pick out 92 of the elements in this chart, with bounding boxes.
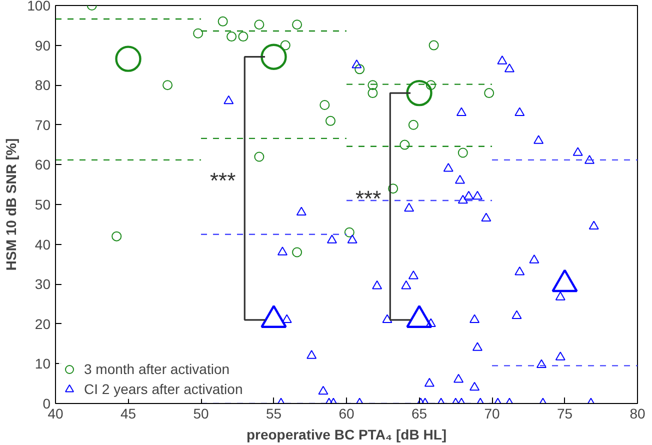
point <box>320 100 330 110</box>
y-tick-label: 70 <box>34 116 51 133</box>
point <box>218 16 228 26</box>
y-tick-label: 10 <box>34 356 51 372</box>
point <box>464 190 474 200</box>
point <box>484 88 494 98</box>
point <box>382 314 392 324</box>
x-tick-label: 45 <box>120 406 136 422</box>
point <box>458 194 468 204</box>
point <box>224 95 234 104</box>
point <box>408 270 418 280</box>
point <box>401 280 412 290</box>
point <box>458 148 468 158</box>
point <box>424 378 434 387</box>
point <box>354 64 365 74</box>
y-tick-label: 20 <box>34 316 51 332</box>
point <box>408 120 418 130</box>
point <box>426 80 436 90</box>
point <box>470 314 480 324</box>
point <box>472 190 482 200</box>
point <box>529 254 540 264</box>
point <box>292 247 302 258</box>
point <box>112 231 122 242</box>
point <box>260 44 287 70</box>
point <box>400 140 410 150</box>
point <box>193 28 204 38</box>
point <box>481 212 492 222</box>
x-tick-label: 80 <box>630 406 646 422</box>
point <box>254 152 264 162</box>
point <box>162 80 173 90</box>
point <box>292 20 302 30</box>
y-tick-label: 90 <box>34 37 51 54</box>
annotation: *** <box>210 168 236 193</box>
point <box>504 63 514 72</box>
point <box>497 56 508 64</box>
y-tick-label: 60 <box>34 156 51 173</box>
point <box>325 116 336 126</box>
point <box>352 60 362 68</box>
legend-label: 3 month after activation <box>84 361 230 377</box>
point <box>388 184 398 194</box>
annotation: *** <box>355 186 382 212</box>
x-tick-label: 55 <box>266 406 282 422</box>
point <box>277 246 288 256</box>
point <box>470 382 480 391</box>
point <box>588 220 599 230</box>
point <box>282 314 292 324</box>
point <box>404 202 414 212</box>
y-tick-label: 100 <box>27 0 51 14</box>
point <box>555 352 566 360</box>
point <box>347 234 358 244</box>
point <box>584 155 594 164</box>
point <box>426 318 436 327</box>
x-tick-label: 60 <box>338 406 354 422</box>
point <box>555 292 566 300</box>
y-tick-label: 40 <box>34 236 51 252</box>
x-tick-label: 70 <box>484 406 500 422</box>
point <box>534 135 544 144</box>
point <box>368 80 378 90</box>
y-axis-title: HSM 10 dB SNR [%] <box>3 138 20 271</box>
legend-label: CI 2 years after activation <box>84 381 243 397</box>
point <box>280 40 290 50</box>
point <box>454 174 465 184</box>
point <box>428 40 439 50</box>
point <box>536 359 546 368</box>
point <box>296 206 306 216</box>
y-tick-label: 80 <box>34 77 51 94</box>
point <box>512 310 522 320</box>
point <box>406 80 432 106</box>
point <box>372 280 382 290</box>
x-tick-label: 65 <box>411 406 428 422</box>
x-axis-title: preoperative BC PTA₄ [dB HL] <box>246 426 447 442</box>
point <box>456 107 466 116</box>
point <box>238 32 248 42</box>
point <box>318 386 328 395</box>
point <box>572 147 583 156</box>
point <box>115 46 142 72</box>
point <box>344 227 354 238</box>
point <box>368 88 378 98</box>
point <box>514 107 525 116</box>
y-tick-label: 50 <box>34 196 51 212</box>
point <box>254 20 264 30</box>
point <box>472 342 482 351</box>
point <box>326 234 337 244</box>
point <box>226 32 237 42</box>
point <box>514 266 525 276</box>
x-tick-label: 50 <box>193 406 209 422</box>
point <box>454 374 464 383</box>
point <box>306 350 317 359</box>
point <box>443 162 454 172</box>
y-tick-label: 30 <box>34 276 51 292</box>
x-tick-label: 75 <box>556 406 573 422</box>
y-tick-label: 0 <box>42 396 51 412</box>
